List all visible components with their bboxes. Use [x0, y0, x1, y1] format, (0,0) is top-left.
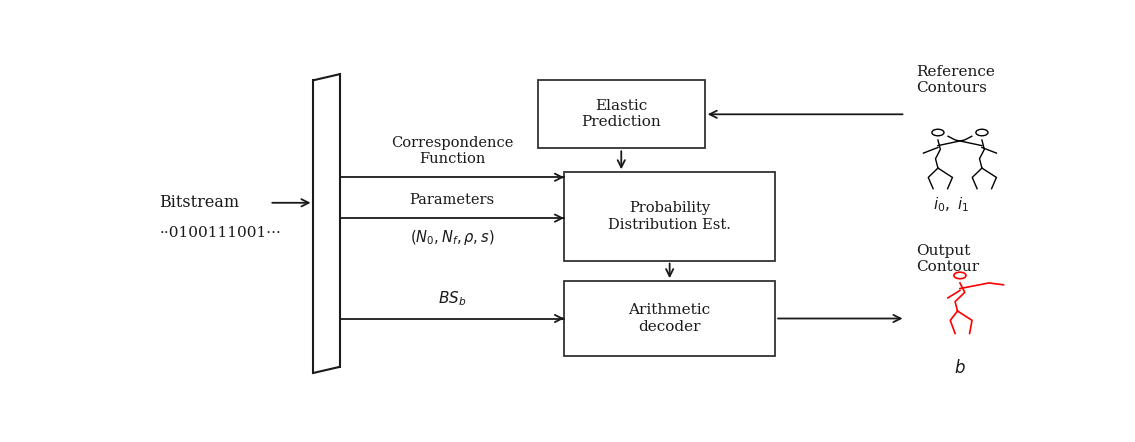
Text: $i_0,\ i_1$: $i_0,\ i_1$ — [933, 195, 969, 214]
Bar — [564, 281, 775, 356]
Bar — [538, 80, 705, 149]
Text: Arithmetic
decoder: Arithmetic decoder — [629, 303, 711, 334]
Text: Parameters: Parameters — [410, 193, 495, 207]
Text: $BS_b$: $BS_b$ — [438, 289, 466, 308]
Text: $b$: $b$ — [955, 359, 966, 377]
Text: ··0100111001···: ··0100111001··· — [159, 226, 281, 240]
Text: Correspondence
Function: Correspondence Function — [390, 136, 513, 166]
Bar — [564, 172, 775, 261]
Text: $(N_0, N_f, \rho, s)$: $(N_0, N_f, \rho, s)$ — [410, 228, 494, 247]
Text: Probability
Distribution Est.: Probability Distribution Est. — [608, 201, 731, 232]
Text: Bitstream: Bitstream — [159, 194, 239, 211]
Text: Reference
Contours: Reference Contours — [916, 65, 994, 95]
Text: Elastic
Prediction: Elastic Prediction — [581, 99, 662, 130]
Text: Output
Contour: Output Contour — [916, 244, 980, 274]
